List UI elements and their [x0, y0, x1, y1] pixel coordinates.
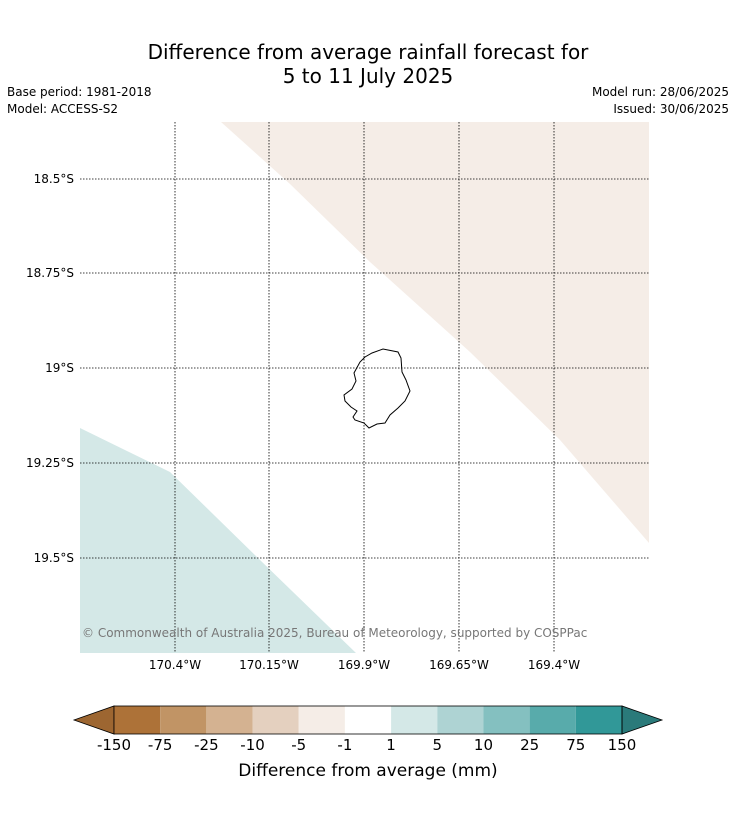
lat-label: 19.25°S	[26, 456, 74, 470]
colorbar-tick-label: -25	[194, 736, 219, 754]
base-period: Base period: 1981-2018	[7, 85, 152, 99]
colorbar-tick-label: 10	[473, 736, 493, 754]
lon-label: 169.65°W	[429, 658, 489, 672]
colorbar-segment	[344, 706, 392, 734]
colorbar-segment	[252, 706, 299, 734]
colorbar-tick-label: 1	[386, 736, 396, 754]
colorbar-tick-label: -1	[337, 736, 353, 754]
graticule	[80, 122, 649, 653]
colorbar-segment	[391, 706, 438, 734]
colorbar-title: Difference from average (mm)	[238, 761, 498, 781]
colorbar-under-arrow	[72, 705, 115, 735]
colorbar-segment	[160, 706, 207, 734]
colorbar-segment	[483, 706, 530, 734]
region-above-average	[80, 428, 356, 653]
lon-label: 169.9°W	[338, 658, 390, 672]
region-below-average	[221, 122, 649, 543]
colorbar-over-arrow	[621, 705, 664, 735]
colorbar-segment	[206, 706, 253, 734]
colorbar-segment	[575, 706, 622, 734]
lat-label: 18.75°S	[26, 266, 74, 280]
colorbar-tick-label: 5	[432, 736, 443, 754]
colorbar-tick-label: 75	[566, 736, 586, 754]
lat-label: 19.5°S	[34, 551, 74, 565]
lon-label: 169.4°W	[528, 658, 580, 672]
lat-label: 19°S	[45, 361, 74, 375]
issued-date: Issued: 30/06/2025	[613, 102, 729, 116]
model-name: Model: ACCESS-S2	[7, 102, 119, 116]
lon-label: 170.15°W	[239, 658, 299, 672]
colorbar-segment	[298, 706, 345, 734]
colorbar-tick-label: -10	[240, 736, 265, 754]
model-run: Model run: 28/06/2025	[591, 85, 729, 99]
meta-left: Base period: 1981-2018 Model: ACCESS-S2	[7, 84, 152, 118]
map-title-line1: Difference from average rainfall forecas…	[147, 40, 589, 64]
colorbar-segment	[437, 706, 484, 734]
colorbar-tick-label: -5	[291, 736, 307, 754]
lat-label: 18.5°S	[34, 172, 74, 186]
island-outline	[343, 348, 411, 429]
meta-right: Model run: 28/06/2025 Issued: 30/06/2025	[592, 84, 729, 118]
colorbar-tick-label: 25	[520, 736, 540, 754]
colorbar	[72, 705, 664, 735]
colorbar-tick-label: -150	[96, 736, 132, 754]
copyright-notice: © Commonwealth of Australia 2025, Bureau…	[82, 626, 587, 640]
colorbar-outline	[113, 705, 623, 735]
map-title-line2: 5 to 11 July 2025	[282, 64, 454, 88]
lon-label: 170.4°W	[149, 658, 201, 672]
colorbar-segment	[529, 706, 576, 734]
colorbar-segment	[114, 706, 161, 734]
colorbar-tick-label: 150	[607, 736, 637, 754]
colorbar-tick-label: -75	[147, 736, 173, 754]
